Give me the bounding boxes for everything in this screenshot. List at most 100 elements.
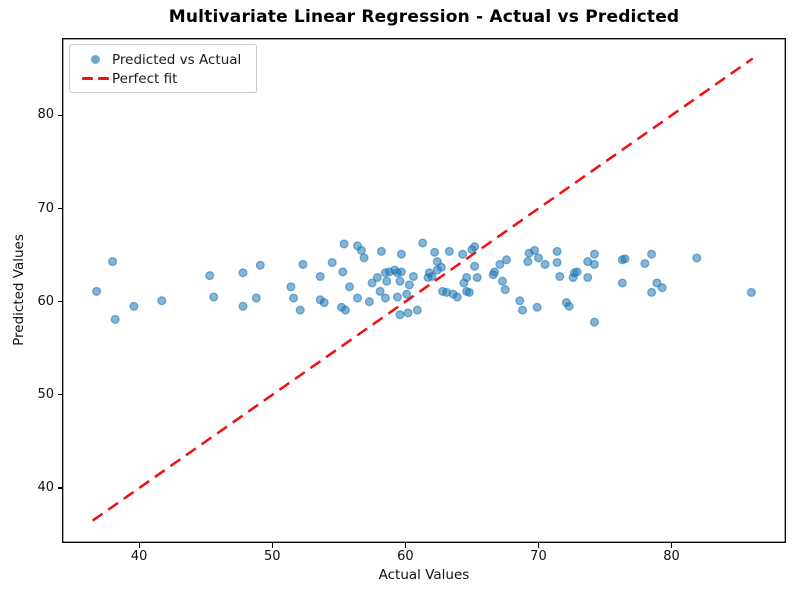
- scatter-point: [517, 305, 528, 315]
- legend-label-scatter: Predicted vs Actual: [112, 51, 242, 68]
- scatter-point: [408, 271, 418, 282]
- scatter-marker-icon: [78, 55, 112, 64]
- y-tick-label: 70: [37, 200, 54, 216]
- perfect-fit-line: [91, 57, 754, 522]
- scatter-point: [552, 257, 562, 268]
- legend-label-line: Perfect fit: [112, 70, 178, 87]
- scatter-point: [458, 249, 468, 259]
- scatter-dot-icon: [90, 55, 100, 64]
- x-tick-mark: [670, 543, 673, 548]
- scatter-point: [289, 293, 299, 303]
- scatter-point: [589, 249, 599, 259]
- scatter-point: [340, 305, 351, 315]
- scatter-point: [470, 261, 480, 271]
- scatter-point: [647, 249, 657, 259]
- plot-svg: [62, 38, 786, 543]
- scatter-point: [315, 271, 325, 282]
- scatter-point: [251, 293, 261, 303]
- scatter-point: [129, 301, 139, 311]
- scatter-point: [395, 310, 405, 320]
- scatter-point: [367, 278, 377, 288]
- scatter-point: [255, 260, 265, 270]
- scatter-point: [692, 253, 702, 263]
- scatter-point: [344, 282, 355, 292]
- scatter-point: [523, 257, 533, 267]
- scatter-point: [205, 271, 215, 281]
- scatter-points: [92, 238, 756, 327]
- scatter-point: [515, 296, 525, 306]
- scatter-point: [380, 293, 390, 303]
- x-tick-label: 60: [397, 549, 414, 564]
- x-tick-label: 50: [263, 549, 281, 564]
- scatter-point: [430, 247, 440, 257]
- plot-area: Predicted vs Actual Perfect fit: [62, 38, 786, 543]
- scatter-point: [375, 286, 385, 296]
- chart-title: Multivariate Linear Regression - Actual …: [168, 7, 680, 27]
- x-tick-mark: [138, 543, 140, 548]
- scatter-point: [396, 249, 406, 259]
- y-tick-mark: [57, 301, 62, 303]
- scatter-point: [746, 287, 756, 297]
- y-axis-label: Predicted Values: [11, 234, 27, 346]
- scatter-point: [286, 282, 296, 292]
- scatter-point: [617, 278, 627, 288]
- scatter-point: [489, 267, 500, 277]
- scatter-point: [497, 276, 508, 286]
- scatter-point: [92, 286, 102, 296]
- scatter-point: [452, 292, 462, 302]
- scatter-point: [555, 271, 565, 282]
- dashed-line-icon: [78, 77, 112, 80]
- legend: Predicted vs Actual Perfect fit: [69, 44, 257, 93]
- scatter-point: [647, 287, 657, 297]
- scatter-point: [395, 276, 405, 286]
- scatter-point: [572, 267, 582, 277]
- y-tick-mark: [57, 487, 62, 489]
- x-tick-mark: [537, 543, 540, 548]
- scatter-point: [620, 254, 630, 264]
- y-tick-mark: [57, 207, 62, 210]
- scatter-point: [338, 267, 348, 277]
- scatter-point: [402, 289, 412, 299]
- y-tick-mark: [57, 114, 62, 116]
- scatter-point: [462, 272, 472, 283]
- scatter-point: [564, 301, 574, 311]
- scatter-point: [319, 298, 329, 308]
- scatter-point: [352, 293, 363, 303]
- legend-item-scatter: Predicted vs Actual: [78, 50, 248, 69]
- scatter-point: [238, 268, 248, 278]
- scatter-point: [298, 259, 308, 269]
- scatter-point: [295, 305, 305, 315]
- x-tick-label: 70: [530, 549, 547, 564]
- scatter-point: [427, 271, 437, 282]
- scatter-point: [382, 276, 392, 286]
- scatter-point: [589, 259, 599, 269]
- scatter-point: [396, 267, 406, 277]
- scatter-point: [540, 259, 550, 269]
- scatter-point: [372, 272, 382, 283]
- scatter-point: [640, 258, 650, 269]
- scatter-point: [436, 262, 446, 272]
- scatter-point: [108, 257, 118, 267]
- scatter-point: [532, 302, 542, 312]
- y-tick-label: 50: [37, 386, 54, 402]
- scatter-point: [418, 238, 428, 248]
- scatter-point: [339, 239, 349, 249]
- scatter-point: [412, 305, 422, 315]
- scatter-point: [657, 283, 667, 293]
- scatter-point: [404, 280, 414, 290]
- scatter-point: [376, 246, 386, 256]
- scatter-point: [583, 272, 593, 283]
- scatter-point: [157, 296, 167, 306]
- y-tick-mark: [57, 394, 62, 396]
- scatter-point: [356, 245, 366, 255]
- scatter-point: [359, 253, 369, 263]
- scatter-point: [552, 246, 562, 256]
- x-axis-label: Actual Values: [378, 567, 470, 583]
- scatter-point: [392, 292, 402, 302]
- scatter-point: [501, 255, 512, 265]
- scatter-point: [444, 246, 454, 256]
- scatter-point: [110, 314, 120, 324]
- x-tick-mark: [271, 543, 273, 548]
- y-tick-label: 40: [37, 480, 54, 496]
